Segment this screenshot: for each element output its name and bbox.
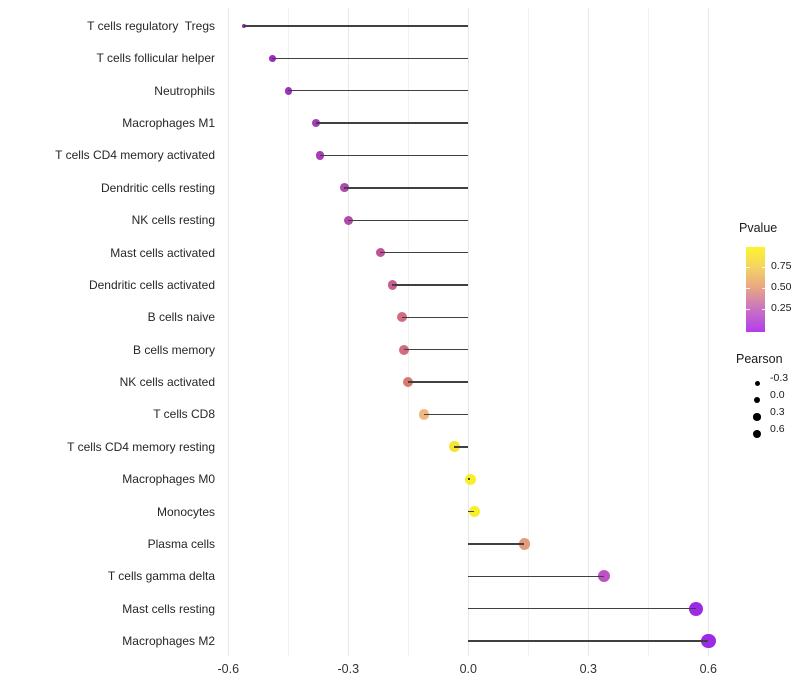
colorbar-tick: [746, 266, 750, 268]
pearson-size-label: 0.0: [770, 389, 785, 401]
lollipop-stem: [402, 316, 469, 319]
pearson-size-label: 0.6: [770, 423, 785, 435]
pearson-size-dot: [753, 413, 761, 421]
x-axis-tick-label: -0.3: [337, 662, 360, 676]
y-axis-label: NK cells activated: [119, 375, 215, 390]
lollipop-point: [339, 183, 349, 193]
lollipop-stem: [468, 607, 697, 610]
y-axis-label: T cells CD4 memory activated: [55, 148, 215, 163]
pearson-size-dot: [753, 396, 761, 404]
pvalue-legend-title: Pvalue: [739, 221, 778, 235]
lollipop-stem: [424, 413, 469, 416]
lollipop-stem: [272, 57, 469, 60]
lollipop-stem: [320, 154, 469, 157]
lollipop-stem: [454, 446, 469, 448]
y-axis-label: Macrophages M2: [122, 634, 215, 649]
gridline-minor: [527, 8, 529, 656]
lollipop-stem: [468, 478, 471, 480]
lollipop-stem: [392, 284, 469, 286]
lollipop-stem: [288, 90, 469, 92]
lollipop-stem: [468, 543, 525, 545]
y-axis-label: Neutrophils: [154, 83, 215, 98]
lollipop-stem: [468, 575, 605, 577]
pvalue-tick-label: 0.75: [771, 260, 792, 272]
pearson-size-dot: [754, 380, 760, 386]
lollipop-stem: [380, 251, 469, 254]
gridline-major: [227, 8, 229, 656]
y-axis-label: T cells regulatory Tregs: [87, 19, 215, 33]
pvalue-tick-label: 0.50: [771, 281, 792, 293]
lollipop-stem: [316, 122, 469, 124]
y-axis-label: T cells gamma delta: [107, 569, 215, 584]
gridline-minor: [647, 8, 649, 656]
y-axis-label: T cells follicular helper: [96, 51, 216, 66]
y-axis-label: B cells naive: [147, 310, 215, 325]
pearson-size-label: 0.3: [770, 406, 785, 418]
pearson-size-label: -0.3: [770, 372, 789, 384]
gridline-minor: [287, 8, 289, 656]
lollipop-point: [419, 409, 430, 420]
lollipop-point: [316, 151, 325, 160]
x-axis-tick-label: 0.0: [459, 662, 477, 676]
y-axis-label: B cells memory: [132, 342, 215, 357]
y-axis-label: NK cells resting: [131, 213, 215, 228]
lollipop-point: [464, 473, 476, 485]
pearson-legend-title: Pearson: [736, 352, 783, 366]
pearson-size-dot: [752, 429, 762, 439]
colorbar-tick: [761, 287, 765, 289]
colorbar-tick: [746, 308, 750, 310]
y-axis-label: Mast cells activated: [110, 245, 215, 260]
y-axis-label: T cells CD8: [153, 407, 215, 422]
lollipop-point: [701, 633, 716, 649]
y-axis-label: Macrophages M0: [122, 472, 215, 487]
colorbar-tick: [746, 287, 750, 289]
lollipop-stem: [348, 219, 469, 221]
gridline-major: [467, 8, 469, 656]
colorbar-tick: [761, 266, 765, 268]
x-axis-tick-label: 0.3: [579, 662, 597, 676]
y-axis-label: Dendritic cells resting: [100, 180, 215, 195]
lollipop-stem: [344, 187, 469, 189]
y-axis-label: Plasma cells: [147, 536, 215, 551]
y-axis-label: Macrophages M1: [122, 116, 215, 131]
lollipop-stem: [468, 510, 475, 513]
gridline-major: [587, 8, 589, 656]
y-axis-label: Monocytes: [156, 504, 215, 519]
gridline-minor: [407, 8, 409, 656]
y-axis-label: Dendritic cells activated: [88, 277, 215, 292]
lollipop-point: [375, 247, 385, 258]
y-axis-label: Mast cells resting: [122, 601, 215, 616]
lollipop-stem: [244, 25, 469, 27]
plot-panel: [0, 8, 800, 656]
lollipop-stem: [468, 640, 709, 642]
pvalue-tick-label: 0.25: [771, 302, 792, 314]
colorbar-tick: [761, 308, 765, 310]
gridline-major: [707, 8, 709, 656]
lollipop-stem: [408, 381, 469, 383]
lollipop-stem: [404, 349, 469, 351]
lollipop-point: [403, 376, 414, 388]
pvalue-colorbar: [746, 247, 765, 332]
x-axis-tick-label: 0.6: [699, 662, 717, 676]
gridline-major: [347, 8, 349, 656]
x-axis-tick-label: -0.6: [217, 662, 240, 676]
y-axis-label: T cells CD4 memory resting: [67, 439, 215, 454]
